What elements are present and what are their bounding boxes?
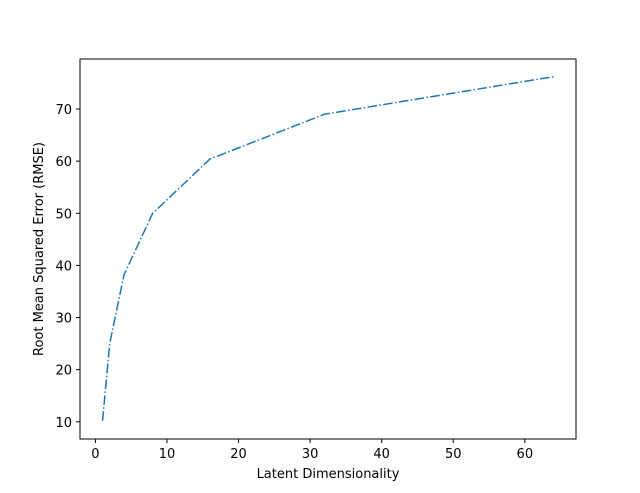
series-line bbox=[101, 75, 554, 421]
plot-frame bbox=[79, 58, 577, 440]
series-layer bbox=[101, 75, 554, 421]
y-tick-label: 40 bbox=[55, 259, 72, 274]
x-axis-ticks: 0 10 20 30 40 50 60 bbox=[91, 439, 533, 462]
x-tick-label: 60 bbox=[517, 447, 534, 462]
y-tick-label: 30 bbox=[55, 312, 72, 327]
x-tick-label: 30 bbox=[302, 447, 319, 462]
x-tick-label: 40 bbox=[373, 447, 390, 462]
y-axis-ticks: 10 20 30 40 50 60 70 bbox=[55, 103, 80, 431]
y-tick-label: 10 bbox=[55, 416, 72, 431]
y-tick-label: 70 bbox=[55, 103, 72, 118]
x-tick-label: 0 bbox=[91, 447, 99, 462]
y-axis-label: Root Mean Squared Error (RMSE) bbox=[32, 142, 47, 356]
y-tick-label: 50 bbox=[55, 207, 72, 222]
x-tick-label: 10 bbox=[159, 447, 176, 462]
x-axis-label: Latent Dimensionality bbox=[257, 467, 400, 482]
x-tick-label: 20 bbox=[230, 447, 247, 462]
y-tick-label: 60 bbox=[55, 155, 72, 170]
y-tick-label: 20 bbox=[55, 364, 72, 379]
x-tick-label: 50 bbox=[445, 447, 462, 462]
